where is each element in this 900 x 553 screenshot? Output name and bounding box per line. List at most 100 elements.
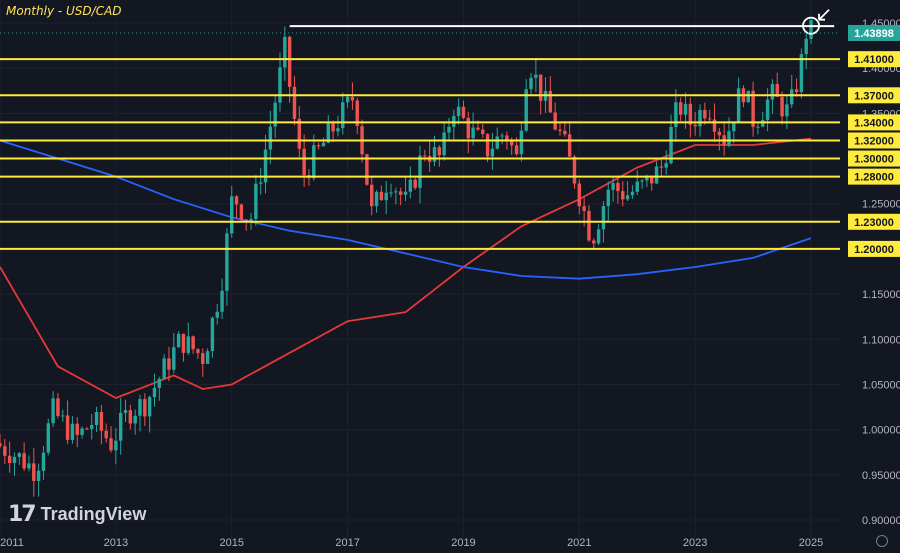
candle-body bbox=[365, 154, 369, 185]
candle-body bbox=[61, 415, 65, 417]
candle-body bbox=[273, 102, 277, 127]
candle-body bbox=[384, 192, 388, 201]
candle-body bbox=[350, 96, 355, 101]
candle-body bbox=[785, 104, 789, 117]
candle-body bbox=[534, 74, 538, 78]
level-label: 1.41000 bbox=[854, 54, 894, 66]
chart-grid bbox=[0, 0, 840, 540]
candle-body bbox=[283, 36, 287, 68]
candle-body bbox=[56, 398, 60, 416]
candle-body bbox=[683, 103, 688, 115]
candle-body bbox=[577, 183, 582, 207]
candle-body bbox=[799, 54, 804, 93]
gear-icon[interactable] bbox=[876, 535, 888, 547]
candle-body bbox=[471, 127, 475, 139]
candle-body bbox=[596, 229, 601, 244]
candle-body bbox=[99, 412, 104, 431]
level-label-bg bbox=[848, 132, 900, 149]
candle-body bbox=[210, 317, 215, 352]
candle-body bbox=[80, 428, 84, 435]
candle-body bbox=[249, 218, 253, 222]
candle-body bbox=[611, 183, 615, 190]
candle-body bbox=[727, 131, 731, 146]
candle-body bbox=[481, 129, 485, 134]
candle-body bbox=[341, 102, 345, 129]
candle-body bbox=[152, 387, 157, 398]
candle-body bbox=[538, 74, 543, 101]
candle-body bbox=[485, 133, 490, 157]
candle-body bbox=[41, 452, 46, 471]
candle-body bbox=[510, 141, 514, 146]
candle-body bbox=[606, 189, 610, 207]
candle-body bbox=[389, 192, 393, 194]
level-label-bg bbox=[848, 240, 900, 257]
candle-body bbox=[297, 118, 302, 149]
candle-body bbox=[191, 336, 195, 350]
candle-body bbox=[220, 290, 224, 312]
candle-body bbox=[326, 123, 330, 143]
level-label: 1.32000 bbox=[854, 135, 894, 147]
candle-body bbox=[413, 179, 417, 188]
tradingview-logo-icon: 17 bbox=[8, 502, 37, 527]
candle-body bbox=[582, 206, 586, 211]
time-axis[interactable]: 2011 2013 2015 2017 2019 2021 2023 2025 bbox=[0, 537, 823, 549]
candle-body bbox=[181, 333, 186, 353]
candle-body bbox=[601, 206, 606, 230]
candle-body bbox=[732, 123, 736, 132]
moving-average-slow-line bbox=[0, 139, 812, 280]
price-tick-label: 1.10000 bbox=[862, 334, 900, 346]
price-tick-label: 0.95000 bbox=[862, 470, 900, 482]
tradingview-logo: 17 TradingView bbox=[8, 502, 146, 527]
candle-body bbox=[490, 148, 495, 157]
candle-body bbox=[321, 142, 326, 147]
candle-body bbox=[336, 128, 340, 132]
candle-body bbox=[780, 96, 784, 117]
candle-body bbox=[17, 453, 22, 457]
candle-body bbox=[234, 196, 239, 205]
candle-body bbox=[650, 175, 654, 184]
candle-body bbox=[394, 191, 398, 193]
candle-body bbox=[287, 36, 292, 87]
candle-body bbox=[519, 130, 524, 155]
candle-body bbox=[553, 112, 557, 130]
candle-body bbox=[640, 180, 644, 182]
chart-title: Monthly - USD/CAD bbox=[6, 4, 122, 18]
candle-body bbox=[688, 103, 693, 125]
level-label: 1.37000 bbox=[854, 90, 894, 102]
candle-body bbox=[162, 358, 166, 379]
candle-body bbox=[244, 219, 248, 222]
candle-body bbox=[659, 166, 664, 168]
candle-body bbox=[794, 89, 799, 93]
candle-body bbox=[423, 155, 427, 157]
candle-body bbox=[205, 351, 210, 364]
candle-body bbox=[736, 88, 741, 124]
candle-body bbox=[128, 410, 133, 424]
candle-body bbox=[567, 134, 572, 157]
candle-body bbox=[746, 90, 750, 103]
time-tick-label: 2015 bbox=[219, 537, 243, 549]
arrow-icon bbox=[818, 9, 830, 21]
candle-body bbox=[225, 233, 229, 291]
candle-body bbox=[693, 124, 697, 127]
candle-body bbox=[278, 67, 282, 103]
candle-body bbox=[645, 175, 649, 181]
logo-text: TradingView bbox=[40, 504, 147, 524]
horizontal-levels[interactable] bbox=[0, 58, 840, 250]
candle-body bbox=[466, 117, 470, 139]
candle-body bbox=[476, 127, 480, 130]
candle-body bbox=[239, 204, 244, 220]
time-tick-label: 2011 bbox=[0, 537, 24, 549]
level-label: 1.34000 bbox=[854, 117, 894, 129]
candle-body bbox=[176, 333, 181, 348]
candle-body bbox=[109, 438, 113, 451]
candle-body bbox=[292, 86, 297, 119]
candle-body bbox=[712, 119, 717, 132]
candle-body bbox=[635, 181, 639, 192]
candle-body bbox=[437, 147, 442, 156]
candle-body bbox=[751, 90, 755, 127]
candle-body bbox=[32, 463, 36, 481]
candle-body bbox=[804, 38, 808, 55]
price-axis[interactable]: 1.450001.400001.350001.250001.150001.100… bbox=[848, 18, 900, 527]
candle-body bbox=[790, 89, 794, 105]
